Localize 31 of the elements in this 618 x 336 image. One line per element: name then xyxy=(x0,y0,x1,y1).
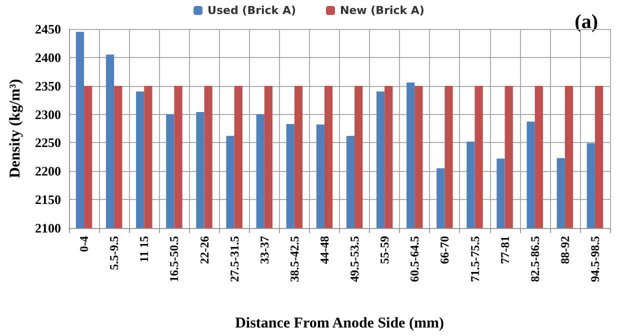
x-tick-label: 71.5-75.5 xyxy=(468,236,482,282)
y-tick-label: 2150 xyxy=(35,192,61,208)
y-axis-title: Density (kg/m³) xyxy=(8,78,24,178)
y-tick-label: 2450 xyxy=(35,22,61,36)
y-tick-label: 2300 xyxy=(35,106,61,122)
x-tick-label: 22-26 xyxy=(197,236,212,264)
x-tick-label: 16.5-50.5 xyxy=(167,236,182,282)
x-tick-label: 60.5-64.5 xyxy=(408,236,422,282)
x-tick-label: 88-92 xyxy=(558,236,572,264)
x-tick-label: 0-4 xyxy=(77,236,92,252)
x-tick-label: 49.5-53.5 xyxy=(348,236,362,282)
x-tick-label: 82.5-86.5 xyxy=(528,236,542,282)
y-tick-label: 2250 xyxy=(35,135,61,150)
x-tick-label: 5.5-9.5 xyxy=(107,236,122,270)
legend-label: New (Brick A) xyxy=(340,4,424,17)
x-tick-label: 94.5-98.5 xyxy=(588,236,602,282)
x-tick-label: 44-48 xyxy=(317,236,332,264)
x-tick-label: 11 15 xyxy=(137,236,152,262)
y-tick-label: 2100 xyxy=(35,220,61,236)
x-tick-label: 66-70 xyxy=(438,236,452,264)
x-tick-label: 77-81 xyxy=(498,236,512,264)
x-axis-title: Distance From Anode Side (mm) xyxy=(235,316,444,332)
y-tick-label: 2400 xyxy=(35,50,61,65)
y-tick-label: 2350 xyxy=(35,78,61,94)
x-tick-label: 55-59 xyxy=(378,236,392,264)
y-tick-label: 2200 xyxy=(35,164,61,179)
x-tick-label: 27.5-31.5 xyxy=(227,236,242,282)
x-tick-label: 38.5-42.5 xyxy=(287,236,302,282)
annotation: (a) xyxy=(574,11,598,33)
x-tick-label: 33-37 xyxy=(257,236,272,264)
legend-label: Used (Brick A) xyxy=(208,4,296,17)
